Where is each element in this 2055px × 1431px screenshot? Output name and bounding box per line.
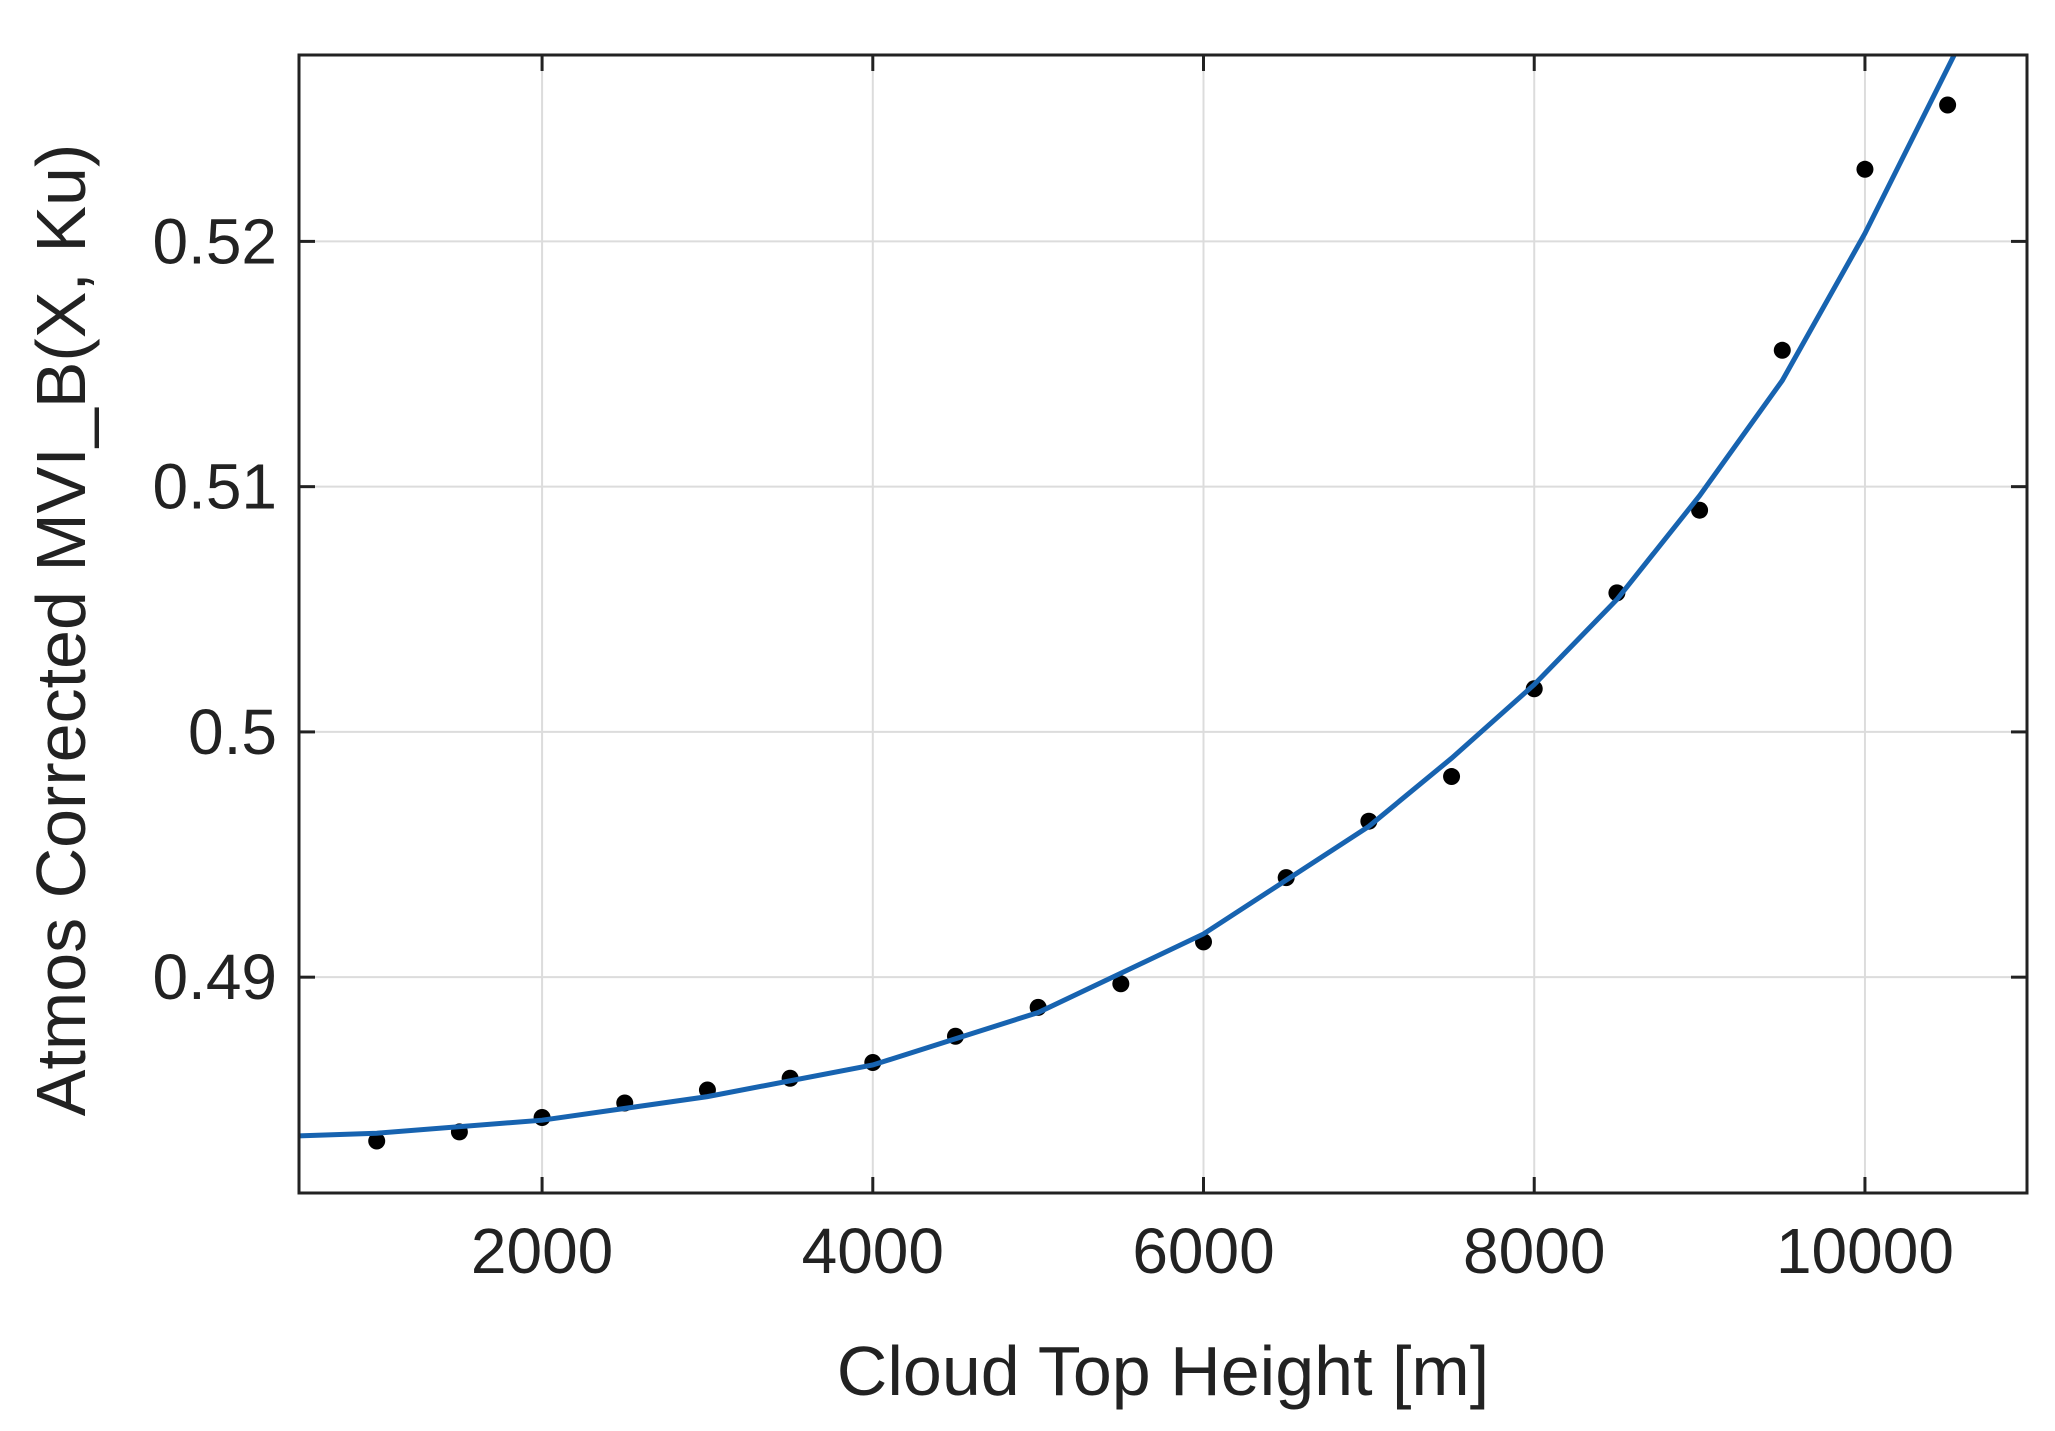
y-axis-label: Atmos Corrected MVI_B(X, Ku): [22, 144, 100, 1117]
x-tick-label: 10000: [1776, 1215, 1954, 1287]
y-tick-label: 0.52: [152, 205, 277, 277]
y-tick-label: 0.51: [152, 451, 277, 523]
y-tick-label: 0.49: [152, 941, 277, 1013]
x-tick-label: 2000: [471, 1215, 613, 1287]
x-axis-label: Cloud Top Height [m]: [837, 1332, 1489, 1410]
data-point: [1939, 96, 1957, 114]
data-point: [1443, 768, 1461, 786]
x-tick-label: 4000: [802, 1215, 944, 1287]
data-point: [1773, 341, 1791, 359]
plot-background: [299, 55, 2027, 1193]
fit-line: [298, 53, 1957, 1139]
data-point: [368, 1132, 386, 1150]
plot-frame: [297, 53, 2029, 1195]
data-point: [1525, 680, 1543, 698]
data-point: [1691, 501, 1709, 519]
x-tick-label: 6000: [1132, 1215, 1274, 1287]
x-tick-label: 8000: [1463, 1215, 1605, 1287]
data-point: [1856, 160, 1874, 178]
y-tick-label: 0.5: [188, 696, 277, 768]
data-point: [1112, 975, 1130, 993]
